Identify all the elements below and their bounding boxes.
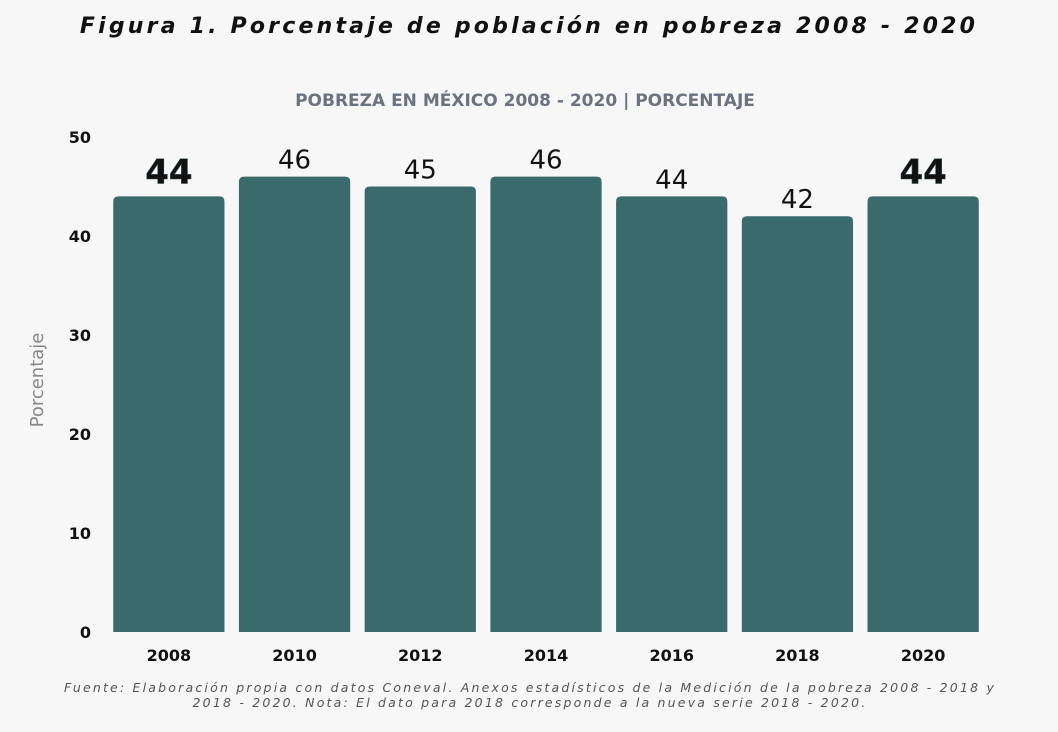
bar-2008 bbox=[113, 196, 225, 632]
x-axis-ticks: 2008 2010 2012 2014 2016 2018 2020 bbox=[147, 646, 946, 665]
x-tick-label-2010: 2010 bbox=[272, 646, 317, 665]
y-tick-label: 20 bbox=[69, 425, 91, 444]
x-tick-label-2018: 2018 bbox=[775, 646, 820, 665]
data-label-2008: 44 bbox=[145, 152, 192, 192]
figure-title: Figura 1. Porcentaje de población en pob… bbox=[79, 14, 979, 39]
data-label-2016: 44 bbox=[655, 165, 688, 195]
source-note: Fuente: Elaboración propia con datos Con… bbox=[63, 680, 997, 710]
x-tick-label-2008: 2008 bbox=[147, 646, 192, 665]
x-tick-label-2020: 2020 bbox=[901, 646, 946, 665]
data-label-2018: 42 bbox=[781, 185, 814, 215]
y-tick-label: 50 bbox=[69, 128, 91, 147]
bar-2016 bbox=[616, 196, 728, 632]
y-tick-label: 40 bbox=[69, 227, 91, 246]
x-tick-label-2016: 2016 bbox=[649, 646, 694, 665]
y-tick-label: 30 bbox=[69, 326, 91, 345]
bar-chart: POBREZA EN MÉXICO 2008 - 2020 | PORCENTA… bbox=[27, 89, 979, 665]
data-label-2010: 46 bbox=[278, 146, 311, 176]
x-tick-label-2014: 2014 bbox=[524, 646, 569, 665]
y-axis-ticks: 0 10 20 30 40 50 bbox=[69, 128, 91, 642]
bar-2010 bbox=[238, 176, 351, 632]
bars bbox=[113, 176, 979, 632]
y-axis-label: Porcentaje bbox=[27, 333, 48, 428]
bar-2014 bbox=[490, 176, 602, 632]
bar-2012 bbox=[364, 186, 476, 632]
data-labels: 44 46 45 46 44 42 44 bbox=[145, 146, 947, 216]
y-tick-label: 0 bbox=[80, 623, 91, 642]
data-label-2020: 44 bbox=[899, 152, 946, 192]
chart-title: POBREZA EN MÉXICO 2008 - 2020 | PORCENTA… bbox=[295, 89, 755, 111]
bar-2018 bbox=[741, 216, 854, 632]
data-label-2014: 46 bbox=[529, 146, 562, 176]
x-tick-label-2012: 2012 bbox=[398, 646, 443, 665]
bar-2020 bbox=[867, 196, 979, 632]
y-tick-label: 10 bbox=[69, 524, 91, 543]
data-label-2012: 45 bbox=[404, 156, 437, 186]
